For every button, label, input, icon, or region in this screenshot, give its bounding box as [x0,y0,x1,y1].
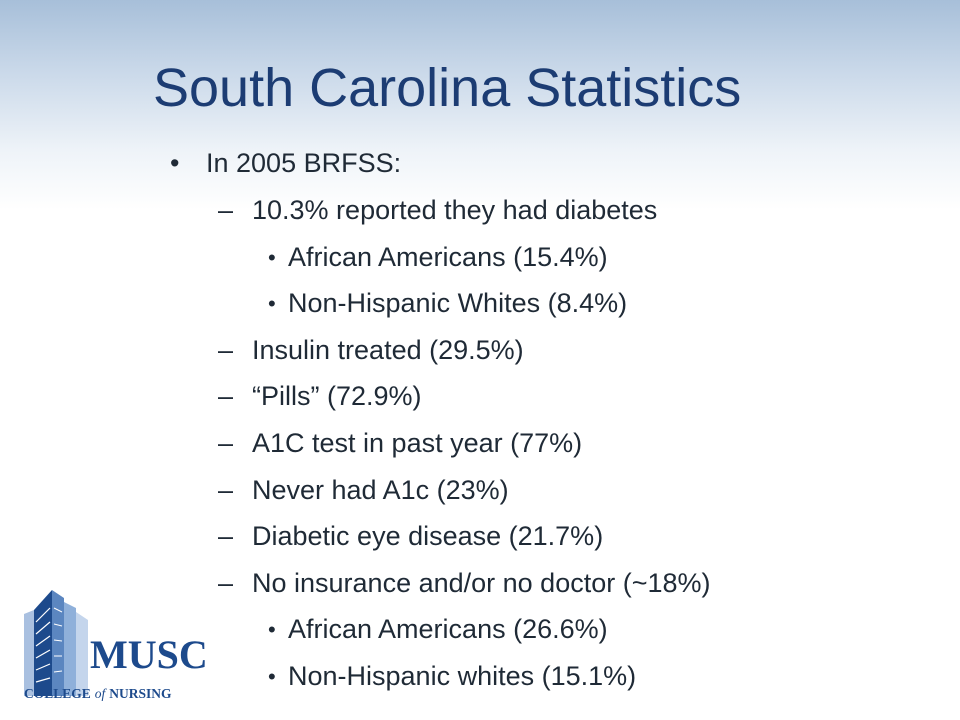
list-item-text: Diabetic eye disease (21.7%) [252,521,604,551]
list-item-text: 10.3% reported they had diabetes [252,195,658,225]
building-icon [24,590,88,696]
slide-title: South Carolina Statistics [153,58,742,118]
list-item-text: A1C test in past year (77%) [252,428,583,458]
dash-marker: – [218,521,234,551]
bullet-marker: • [268,291,276,316]
bullet-marker: • [268,617,276,642]
list-item-text: African Americans (26.6%) [288,614,608,644]
list-item-text: Non-Hispanic whites (15.1%) [288,661,637,691]
bullet-marker: • [268,664,276,689]
dash-marker: – [218,568,234,598]
list-item-text: Non-Hispanic Whites (8.4%) [288,288,628,318]
dash-marker: – [218,428,234,458]
list-item-text: Never had A1c (23%) [252,475,509,505]
dash-marker: – [218,381,234,411]
musc-college-of-nursing-logo: MUSC COLLEGE of NURSING [24,590,208,701]
list-item-text: In 2005 BRFSS: [206,148,402,178]
list-item-text: “Pills” (72.9%) [252,381,422,411]
dash-marker: – [218,195,234,225]
list-item-text: No insurance and/or no doctor (~18%) [252,568,711,598]
bullet-marker: • [268,245,276,270]
logo-wordmark: MUSC [90,632,208,677]
list-item-text: African Americans (15.4%) [288,242,608,272]
logo-subtitle: COLLEGE of NURSING [24,686,172,701]
list-item-text: Insulin treated (29.5%) [252,335,524,365]
bullet-marker: • [170,148,180,178]
dash-marker: – [218,335,234,365]
dash-marker: – [218,475,234,505]
